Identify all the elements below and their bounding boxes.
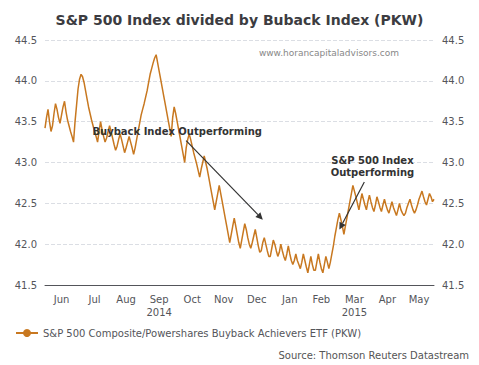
- svg-text:Aug: Aug: [116, 294, 136, 305]
- svg-text:44.5: 44.5: [15, 35, 37, 46]
- svg-text:Nov: Nov: [214, 294, 234, 305]
- svg-text:41.5: 41.5: [15, 280, 37, 291]
- svg-text:Feb: Feb: [312, 294, 330, 305]
- svg-text:S&P 500 Index divided by Bubac: S&P 500 Index divided by Buback Index (P…: [56, 12, 424, 28]
- svg-text:S&P 500 Index: S&P 500 Index: [331, 155, 414, 166]
- svg-text:41.5: 41.5: [442, 280, 464, 291]
- svg-text:Oct: Oct: [184, 294, 201, 305]
- svg-text:Sep: Sep: [150, 294, 169, 305]
- svg-text:42.0: 42.0: [442, 239, 464, 250]
- svg-text:www.horancapitaladvisors.com: www.horancapitaladvisors.com: [259, 48, 399, 58]
- svg-text:44.0: 44.0: [15, 75, 37, 86]
- svg-text:S&P 500 Composite/Powershares: S&P 500 Composite/Powershares Buyback Ac…: [43, 328, 361, 339]
- svg-text:Buyback Index Outperforming: Buyback Index Outperforming: [92, 126, 262, 137]
- svg-text:44.0: 44.0: [442, 75, 464, 86]
- svg-text:Mar: Mar: [345, 294, 365, 305]
- svg-text:43.0: 43.0: [15, 157, 37, 168]
- svg-text:Outperforming: Outperforming: [331, 167, 415, 178]
- svg-text:42.5: 42.5: [442, 198, 464, 209]
- svg-text:Jan: Jan: [281, 294, 297, 305]
- svg-text:Apr: Apr: [379, 294, 397, 305]
- svg-text:Jul: Jul: [88, 294, 101, 305]
- svg-text:Jun: Jun: [53, 294, 70, 305]
- svg-text:May: May: [409, 294, 430, 305]
- svg-text:42.5: 42.5: [15, 198, 37, 209]
- svg-text:43.5: 43.5: [442, 116, 464, 127]
- svg-text:2014: 2014: [146, 307, 171, 318]
- svg-text:Dec: Dec: [247, 294, 266, 305]
- svg-text:2015: 2015: [342, 307, 367, 318]
- svg-text:43.0: 43.0: [442, 157, 464, 168]
- svg-text:42.0: 42.0: [15, 239, 37, 250]
- svg-text:Source: Thomson Reuters Datast: Source: Thomson Reuters Datastream: [278, 350, 469, 361]
- svg-text:44.5: 44.5: [442, 35, 464, 46]
- svg-text:43.5: 43.5: [15, 116, 37, 127]
